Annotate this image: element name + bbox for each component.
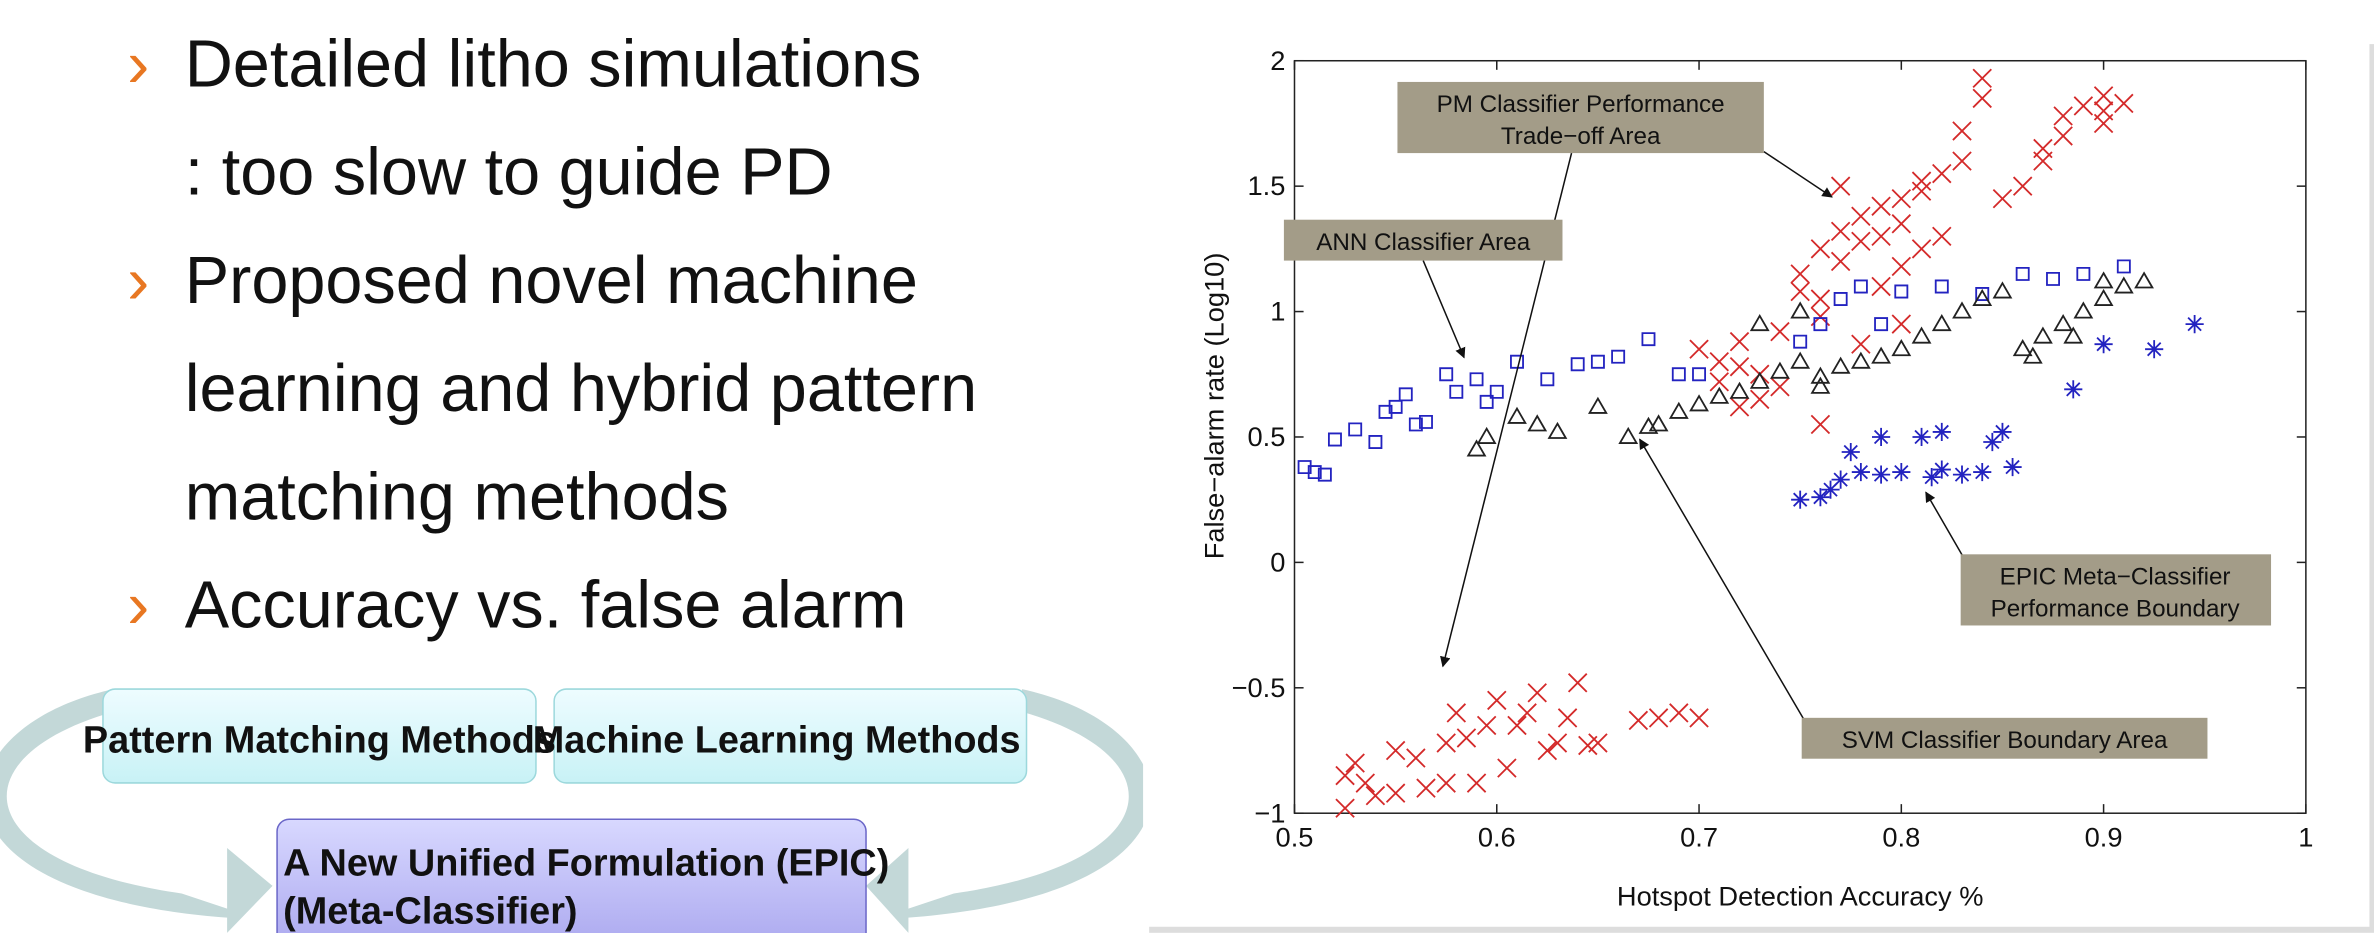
y-tick-label: 1 — [1270, 296, 1285, 327]
annotation: Performance Boundary — [1991, 595, 2241, 622]
data-point — [1973, 463, 1991, 481]
y-tick-label: −0.5 — [1232, 672, 1286, 703]
bullet-text: matching methods — [185, 460, 729, 534]
data-point — [1953, 466, 1971, 484]
annotation: EPIC Meta−Classifier — [2000, 564, 2231, 591]
x-tick-label: 0.7 — [1680, 822, 1718, 853]
data-point — [1912, 428, 1930, 446]
data-point — [2186, 315, 2204, 333]
x-tick-label: 0.6 — [1478, 822, 1516, 853]
data-point — [1872, 466, 1890, 484]
page: Pattern Matching Methods Machine Learnin… — [0, 0, 2374, 933]
bullet-marker: › — [127, 27, 149, 101]
annotation: ANN Classifier Area — [1316, 229, 1531, 256]
annotation: SVM Classifier Boundary Area — [1842, 727, 2168, 754]
bullet-text: Accuracy vs. false alarm — [185, 569, 907, 643]
data-point — [1993, 423, 2011, 441]
y-tick-label: 0 — [1270, 546, 1285, 577]
data-point — [1852, 463, 1870, 481]
data-point — [1892, 463, 1910, 481]
diagram-label: A New Unified Formulation (EPIC) — [283, 842, 889, 884]
bullet-marker: › — [127, 244, 149, 318]
y-tick-label: 0.5 — [1248, 421, 1286, 452]
data-point — [1811, 488, 1829, 506]
slide: Pattern Matching Methods Machine Learnin… — [0, 0, 2374, 933]
y-tick-label: 1.5 — [1248, 170, 1286, 201]
data-point — [2003, 458, 2021, 476]
y-tick-label: −1 — [1254, 797, 1285, 828]
y-tick-label: 2 — [1270, 45, 1285, 76]
bullet-text: : too slow to guide PD — [185, 136, 833, 210]
bullet-text: Proposed novel machine — [185, 244, 918, 318]
bullet-text: learning and hybrid pattern — [185, 352, 977, 426]
data-point — [1832, 471, 1850, 489]
chart-frame — [1143, 38, 2369, 927]
annotation: Trade−off Area — [1501, 123, 1661, 150]
y-axis-label: False−alarm rate (Log10) — [1198, 253, 1229, 560]
x-tick-label: 0.9 — [2085, 822, 2123, 853]
data-point — [2145, 340, 2163, 358]
data-point — [1872, 428, 1890, 446]
x-tick-label: 0.8 — [1882, 822, 1920, 853]
diagram-label: (Meta-Classifier) — [283, 891, 577, 933]
x-tick-label: 1 — [2298, 822, 2313, 853]
data-point — [1791, 491, 1809, 509]
data-point — [1923, 468, 1941, 486]
data-point — [1842, 443, 1860, 461]
diagram-label: Machine Learning Methods — [533, 720, 1021, 762]
x-axis-label: Hotspot Detection Accuracy % — [1617, 881, 1984, 912]
data-point — [2064, 380, 2082, 398]
diagram-label: Pattern Matching Methods — [83, 720, 556, 762]
bullet-marker: › — [127, 569, 149, 643]
annotation: PM Classifier Performance — [1437, 91, 1725, 118]
data-point — [1933, 423, 1951, 441]
data-point — [2095, 335, 2113, 353]
bullet-text: Detailed litho simulations — [185, 27, 922, 101]
data-point — [1933, 460, 1951, 478]
